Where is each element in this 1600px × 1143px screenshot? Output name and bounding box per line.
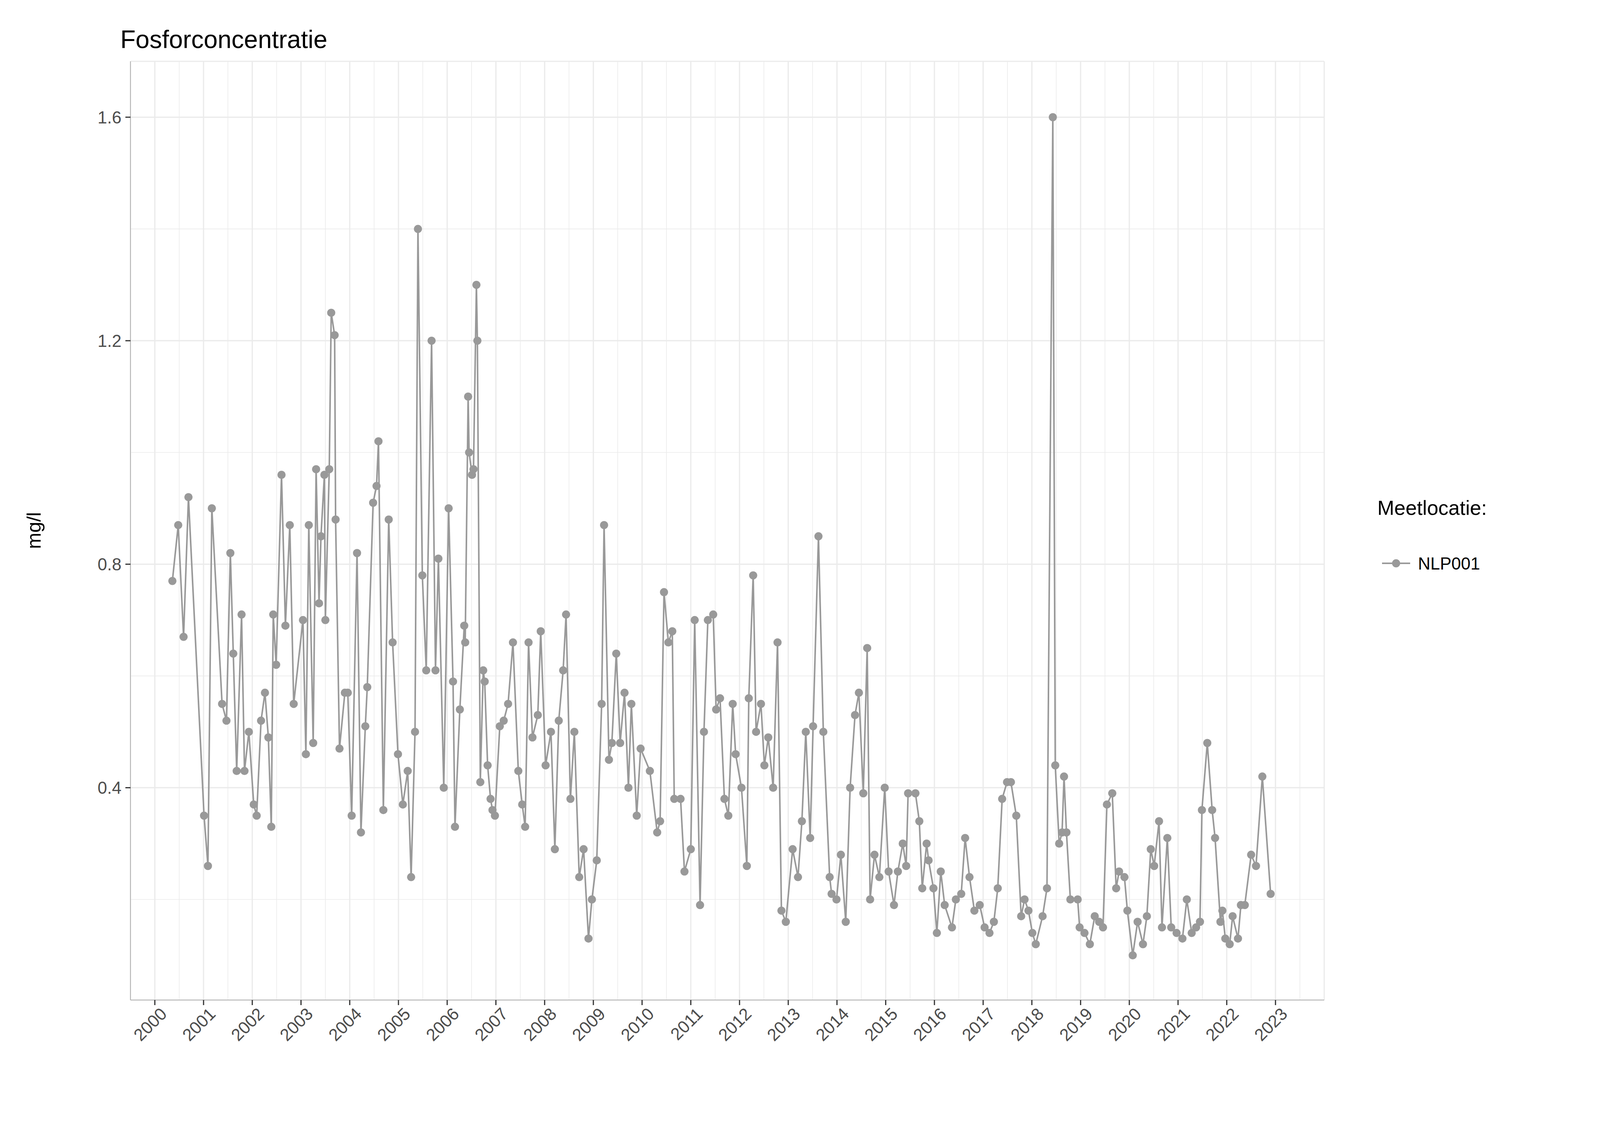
svg-text:2001: 2001 bbox=[178, 1003, 220, 1045]
svg-text:2010: 2010 bbox=[617, 1003, 658, 1045]
svg-text:2014: 2014 bbox=[811, 1003, 853, 1045]
svg-text:2004: 2004 bbox=[324, 1003, 366, 1045]
svg-text:2007: 2007 bbox=[470, 1003, 512, 1045]
svg-text:1.2: 1.2 bbox=[97, 331, 122, 351]
svg-text:2021: 2021 bbox=[1153, 1003, 1194, 1045]
svg-text:2015: 2015 bbox=[860, 1003, 902, 1045]
svg-text:2000: 2000 bbox=[129, 1003, 171, 1045]
svg-text:mg/l: mg/l bbox=[23, 512, 45, 549]
svg-text:Meetlocatie:: Meetlocatie: bbox=[1377, 496, 1487, 520]
svg-text:2003: 2003 bbox=[275, 1003, 317, 1045]
svg-text:2018: 2018 bbox=[1006, 1003, 1048, 1045]
svg-text:0.8: 0.8 bbox=[97, 554, 122, 574]
svg-text:2009: 2009 bbox=[568, 1003, 609, 1045]
svg-text:1.6: 1.6 bbox=[97, 107, 122, 127]
svg-text:2016: 2016 bbox=[909, 1003, 950, 1045]
svg-text:0.4: 0.4 bbox=[97, 778, 122, 798]
svg-text:2005: 2005 bbox=[373, 1003, 415, 1045]
svg-text:2008: 2008 bbox=[519, 1003, 561, 1045]
svg-text:NLP001: NLP001 bbox=[1417, 553, 1481, 574]
svg-text:2019: 2019 bbox=[1055, 1003, 1097, 1045]
svg-text:2017: 2017 bbox=[958, 1003, 999, 1045]
svg-text:2011: 2011 bbox=[666, 1003, 707, 1044]
svg-text:2020: 2020 bbox=[1104, 1003, 1145, 1045]
svg-text:2023: 2023 bbox=[1250, 1003, 1292, 1045]
svg-text:Fosforconcentratie: Fosforconcentratie bbox=[120, 25, 328, 54]
svg-text:2013: 2013 bbox=[763, 1003, 804, 1045]
svg-text:2002: 2002 bbox=[227, 1003, 268, 1045]
svg-text:2012: 2012 bbox=[714, 1003, 756, 1045]
svg-text:2022: 2022 bbox=[1201, 1003, 1243, 1045]
svg-text:2006: 2006 bbox=[422, 1003, 463, 1045]
